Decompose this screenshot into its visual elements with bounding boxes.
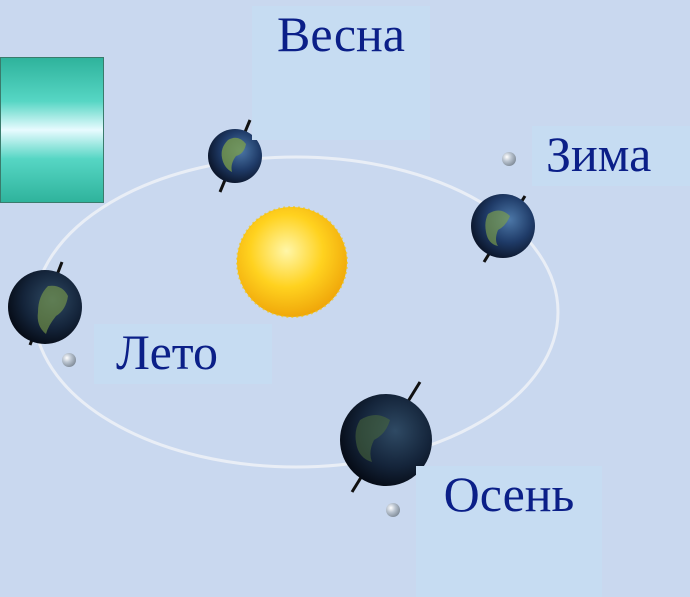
decorative-teal-box: [0, 57, 104, 203]
earth-icon-summer: [8, 261, 82, 346]
season-label-winter: Зима: [532, 126, 690, 186]
bullet-icon-autumn: [386, 503, 400, 517]
season-label-summer: Лето: [94, 324, 272, 384]
bullet-icon-winter: [502, 152, 516, 166]
season-label-autumn: Осень: [416, 466, 602, 597]
earth-icon-spring: [208, 119, 262, 193]
earth-icon-autumn: [340, 381, 432, 493]
season-label-spring: Весна: [252, 6, 430, 140]
earth-icon-winter: [471, 194, 535, 263]
bullet-icon-summer: [62, 353, 76, 367]
sun-icon: [236, 206, 348, 318]
